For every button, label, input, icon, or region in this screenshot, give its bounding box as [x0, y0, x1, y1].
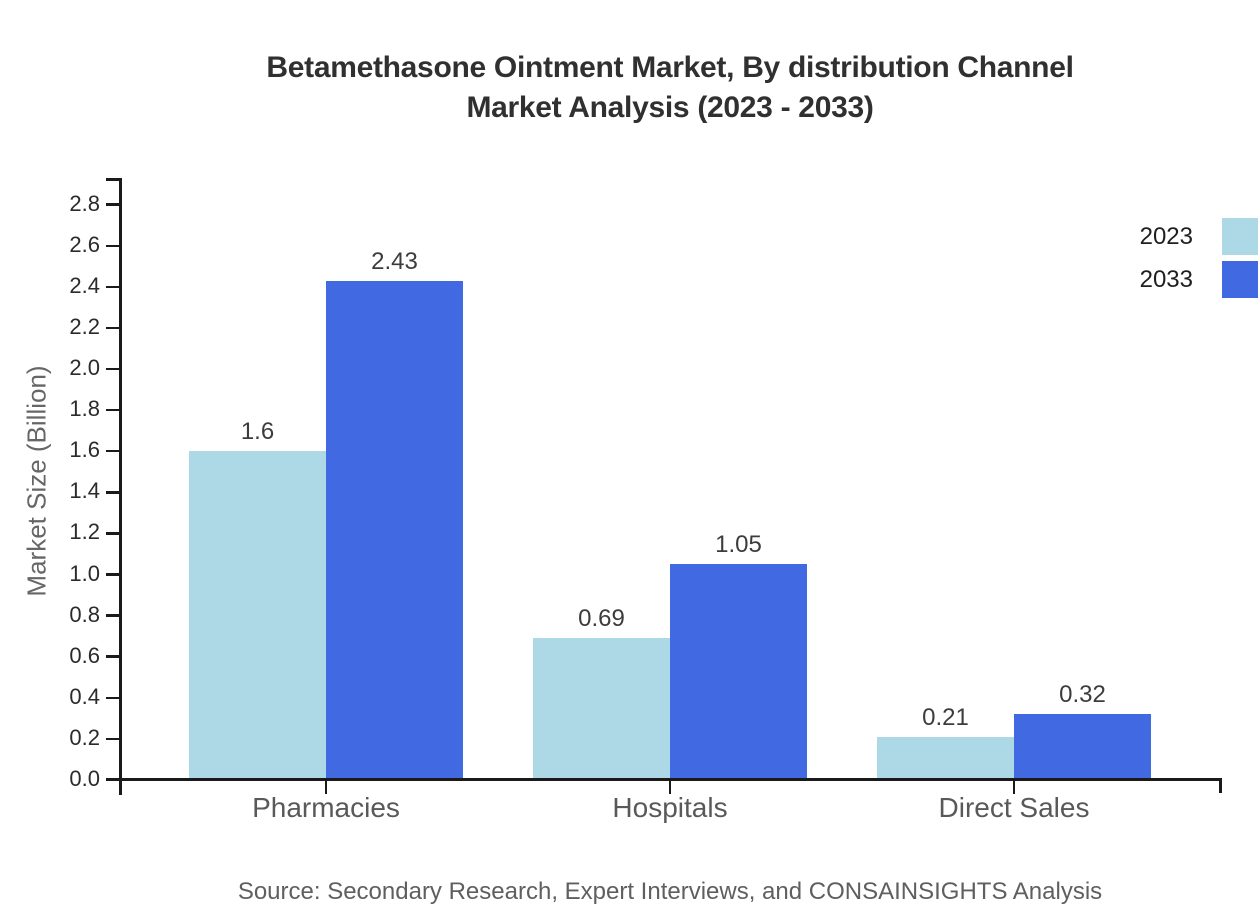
bar-value-label: 0.21 — [922, 703, 969, 731]
legend-item-2033: 2033 — [1140, 261, 1258, 298]
category-label: Pharmacies — [252, 792, 400, 823]
y-tick-label: 2.0 — [69, 355, 100, 381]
legend-label: 2023 — [1139, 222, 1193, 250]
chart-title-line1: Betamethasone Ointment Market, By distri… — [266, 51, 1074, 84]
y-tick-mark — [106, 449, 120, 453]
category-label: Hospitals — [612, 792, 728, 823]
bar-value-label: 0.32 — [1059, 681, 1106, 709]
legend-swatch — [1222, 261, 1258, 298]
legend: 2023 2033 — [1140, 218, 1258, 298]
y-tick-mark — [106, 696, 120, 700]
y-axis-top-cap — [106, 178, 122, 181]
y-tick-mark — [106, 737, 120, 741]
y-tick-mark — [106, 573, 120, 576]
y-tick-label: 1.0 — [69, 560, 100, 586]
x-axis-end-cap — [1219, 778, 1222, 793]
y-tick-mark — [106, 285, 120, 289]
y-tick-label: 0.4 — [69, 683, 100, 709]
chart-title: Betamethasone Ointment Market, By distri… — [120, 48, 1220, 128]
bar-value-label: 2.43 — [371, 247, 418, 275]
x-tick-mark — [324, 780, 328, 794]
x-tick-mark — [668, 780, 672, 794]
y-tick-label: 2.4 — [69, 272, 100, 298]
category-label: Direct Sales — [938, 792, 1090, 823]
bar-2023-pharmacies — [189, 451, 326, 780]
y-tick-mark — [106, 367, 120, 371]
bar-value-label: 1.05 — [715, 531, 762, 559]
bar-2023-direct-sales — [877, 736, 1014, 780]
y-tick-label: 1.6 — [69, 437, 100, 463]
y-tick-label: 0.0 — [69, 766, 100, 791]
y-axis-line — [119, 178, 122, 795]
chart-title-line2: Market Analysis (2023 - 2033) — [466, 91, 874, 124]
y-tick-label: 1.4 — [69, 478, 100, 504]
bar-2033-hospitals — [670, 564, 807, 780]
y-tick-label: 2.6 — [69, 231, 100, 257]
y-tick-mark — [106, 244, 120, 247]
bar-2033-pharmacies — [326, 280, 463, 780]
y-tick-mark — [106, 655, 120, 658]
bar-value-label: 0.69 — [578, 605, 625, 633]
y-tick-label: 2.8 — [69, 190, 100, 216]
legend-label: 2033 — [1139, 265, 1193, 293]
y-tick-label: 0.6 — [69, 642, 100, 668]
y-tick-mark — [106, 614, 120, 617]
y-tick-label: 0.2 — [69, 724, 100, 750]
y-tick-mark — [106, 491, 120, 494]
y-tick-label: 2.2 — [69, 313, 100, 339]
legend-swatch — [1222, 218, 1258, 255]
legend-item-2023: 2023 — [1140, 218, 1258, 255]
y-tick-label: 1.8 — [69, 396, 100, 422]
y-tick-mark — [106, 203, 120, 206]
bar-2033-direct-sales — [1014, 714, 1151, 780]
x-axis-line — [106, 778, 1222, 781]
x-tick-mark — [1012, 780, 1016, 794]
y-tick-mark — [106, 408, 120, 412]
y-tick-label: 1.2 — [69, 519, 100, 545]
bar-value-label: 1.6 — [240, 418, 275, 446]
y-tick-mark — [106, 326, 120, 330]
y-tick-label: 0.8 — [69, 601, 100, 627]
bar-2023-hospitals — [533, 638, 670, 780]
source-note: Source: Secondary Research, Expert Inter… — [237, 878, 1103, 905]
y-tick-mark — [106, 532, 120, 535]
